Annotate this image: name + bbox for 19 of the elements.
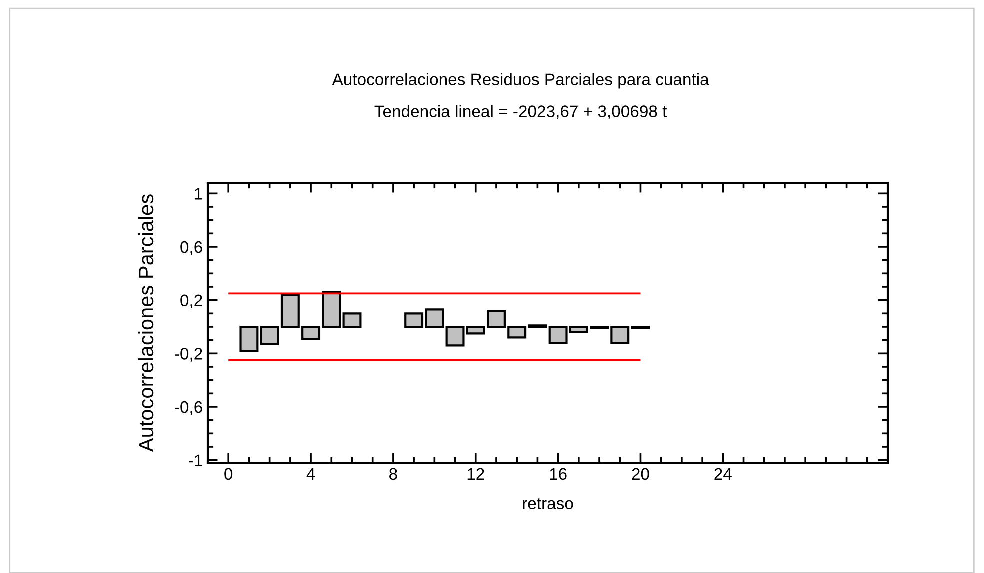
x-tick-label: 0 [224, 468, 233, 480]
y-tick-label: -1 [189, 454, 202, 466]
y-axis-title: Autocorrelaciones Parciales [138, 194, 154, 452]
x-tick-label: 20 [632, 468, 650, 480]
x-tick-label: 4 [306, 468, 316, 480]
x-tick-label: 16 [550, 468, 567, 480]
x-tick-label: 24 [714, 468, 732, 480]
bar [342, 312, 362, 328]
y-tick-label: 0,6 [180, 241, 202, 256]
y-tick-label: 1 [195, 188, 202, 200]
chart-title: Autocorrelaciones Residuos Parciales para cuantia [332, 73, 710, 89]
bar [240, 326, 259, 352]
y-tick-label: -0,2 [175, 348, 202, 362]
chart-subtitle: Tendencia lineal = -2023,67 + 3,00698 t [374, 105, 668, 120]
x-axis-title: retraso [523, 498, 574, 510]
y-tick-label: -0,6 [175, 401, 202, 416]
x-tick-label: 12 [468, 468, 484, 480]
y-tick-label: 0,2 [180, 294, 202, 309]
x-tick-label: 8 [390, 468, 398, 480]
